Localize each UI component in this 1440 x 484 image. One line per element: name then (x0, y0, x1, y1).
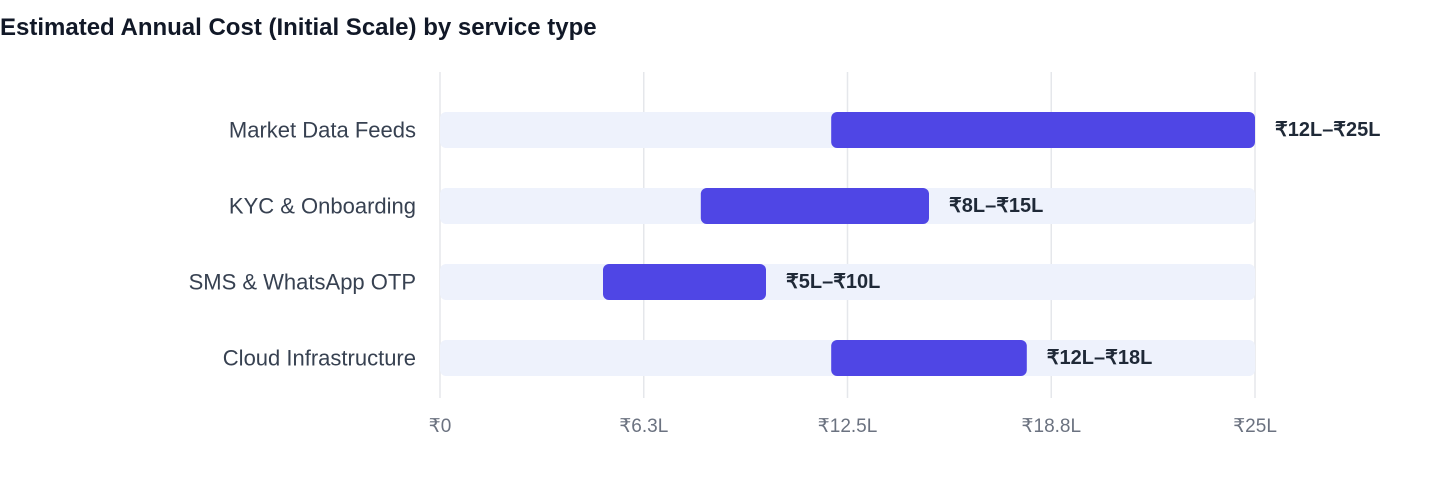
range-bar (700, 188, 929, 224)
category-label: SMS & WhatsApp OTP (189, 270, 416, 295)
data-label: ₹5L–₹10L (786, 271, 880, 293)
x-tick-label: ₹12.5L (818, 416, 878, 437)
bar-labels: ₹12L–₹25L Market Data Feeds ₹8L–₹15L KYC & … (189, 118, 1381, 371)
category-label: Cloud Infrastructure (223, 346, 416, 371)
x-tick-label: ₹25L (1233, 416, 1277, 437)
data-label: ₹12L–₹25L (1275, 119, 1381, 141)
x-tick-label: ₹0 (429, 416, 452, 437)
x-axis: ₹0 ₹6.3L ₹12.5L ₹18.8L ₹25L (429, 416, 1277, 437)
category-label: Market Data Feeds (229, 118, 416, 143)
data-label: ₹12L–₹18L (1047, 347, 1153, 369)
x-tick-label: ₹18.8L (1021, 416, 1081, 437)
data-label: ₹8L–₹15L (949, 195, 1043, 217)
range-bar (831, 112, 1255, 148)
x-tick-label: ₹6.3L (619, 416, 668, 437)
category-label: KYC & Onboarding (229, 194, 416, 219)
range-bar (831, 340, 1027, 376)
chart-title: Estimated Annual Cost (Initial Scale) by… (0, 14, 597, 41)
range-bar (603, 264, 766, 300)
range-bars (603, 112, 1255, 376)
